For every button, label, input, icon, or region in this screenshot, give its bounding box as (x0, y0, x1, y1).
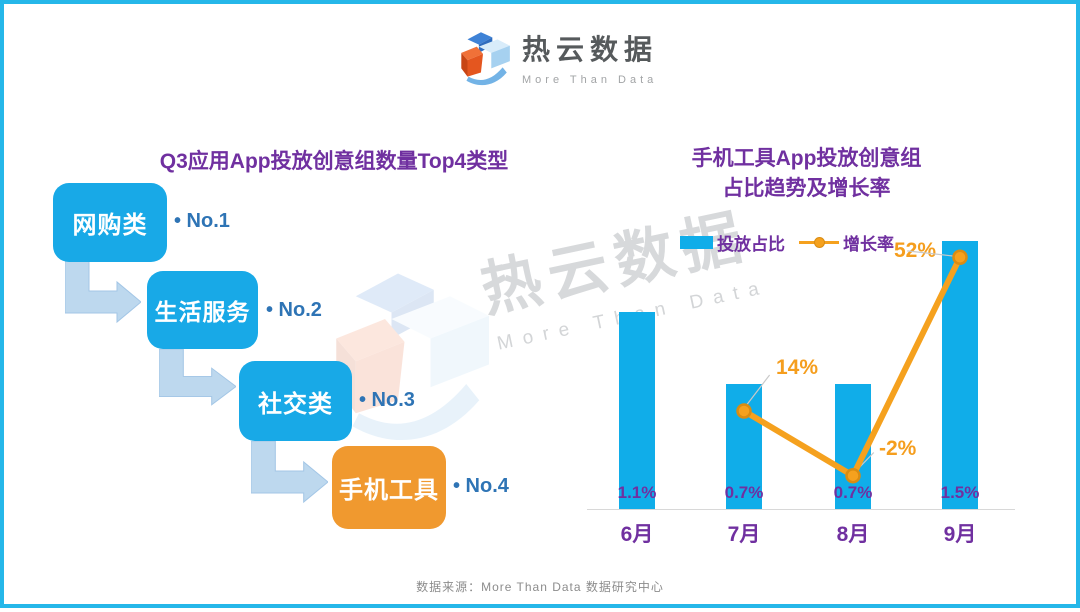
x-axis-label: 6月 (620, 523, 654, 546)
line-value-label: -2% (879, 436, 917, 460)
bar-swatch-icon (680, 236, 713, 249)
right-chart-title-line1: 手机工具App投放创意组 (691, 147, 922, 170)
brand-tagline: More Than Data (522, 74, 658, 86)
right-chart-title-line2: 占比趋势及增长率 (722, 177, 891, 200)
legend-item-growth-rate: 增长率 (799, 230, 894, 255)
brand-name: 热云数据 (522, 34, 659, 65)
chart-legend: 投放占比 增长率 (680, 230, 908, 255)
legend-label: 增长率 (843, 235, 894, 254)
bar (942, 240, 978, 509)
right-chart-title: 手机工具App投放创意组 占比趋势及增长率 (644, 144, 969, 204)
brand-logo: 热云数据 More Than Data (452, 26, 658, 88)
rank-label-no2: • No.2 (266, 299, 322, 321)
flow-step-label: 手机工具 (339, 477, 439, 504)
flow-step-label: 网购类 (72, 212, 148, 239)
x-axis-label: 9月 (943, 523, 977, 546)
rank-label-no1: • No.1 (174, 210, 230, 232)
flow-step-online-shopping: 网购类 (53, 183, 167, 262)
legend-label: 投放占比 (717, 235, 785, 254)
x-axis-line (587, 509, 1015, 510)
line-marker-icon (799, 236, 839, 249)
line-value-label: 52% (894, 239, 937, 263)
footer-source: 数据来源：More Than Data 数据研究中心 (416, 580, 664, 594)
rank-label-no3: • No.3 (359, 389, 415, 411)
flow-step-label: 社交类 (258, 390, 333, 418)
combo-chart: 1.1% 6月 0.7% 7月 0.7% 8月 1.5% 9月 14% -2% 52% (4, 4, 1080, 612)
flow-step-mobile-tools: 手机工具 (332, 446, 446, 529)
flow-step-label: 生活服务 (154, 299, 251, 325)
flow-step-life-services: 生活服务 (147, 271, 258, 349)
bar-value-label: 1.5% (940, 483, 980, 502)
bar-value-label: 1.1% (617, 483, 657, 502)
bar-value-label: 0.7% (833, 483, 873, 502)
bar (619, 312, 655, 509)
rank-label-no4: • No.4 (453, 475, 509, 497)
x-axis-label: 7月 (727, 523, 761, 546)
x-axis-label: 8月 (836, 523, 870, 546)
bar-value-label: 0.7% (724, 483, 764, 502)
legend-item-bar-share: 投放占比 (680, 230, 785, 255)
left-chart-title: Q3应用App投放创意组数量Top4类型 (159, 150, 509, 173)
line-value-label: 14% (776, 355, 819, 379)
flow-step-social: 社交类 (239, 361, 352, 441)
